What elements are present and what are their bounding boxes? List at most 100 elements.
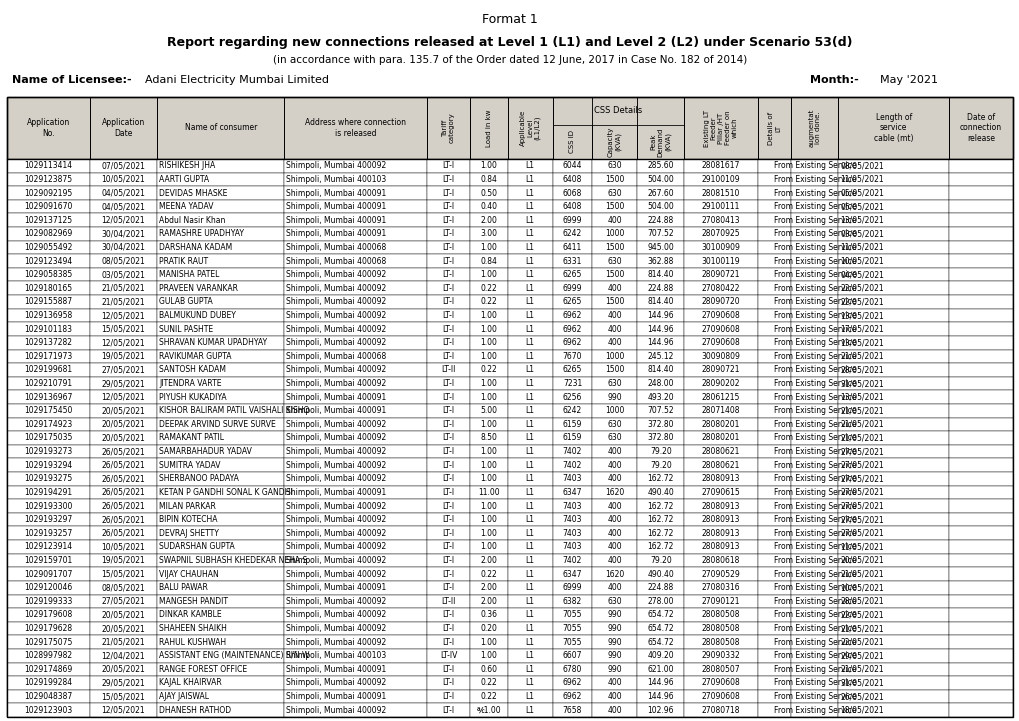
Bar [949,690,1012,704]
Text: Capacity
(KVA): Capacity (KVA) [607,127,621,157]
Text: May '2021: May '2021 [879,75,937,85]
Text: 6068: 6068 [562,188,582,198]
Bar [507,255,552,268]
Text: LT-I: LT-I [442,637,454,647]
Text: 6607: 6607 [562,651,582,660]
Bar [949,635,1012,649]
Bar [470,309,507,322]
Text: From Existing Service: From Existing Service [772,352,855,360]
Text: 7670: 7670 [562,352,582,360]
Bar [791,445,838,459]
Bar [284,390,427,404]
Text: LT-I: LT-I [442,338,454,348]
Text: 27080718: 27080718 [701,706,740,715]
Bar [757,690,791,704]
Bar [470,459,507,472]
Text: PIYUSH KUKADIYA: PIYUSH KUKADIYA [159,393,226,402]
Bar [284,526,427,540]
Text: 28061215: 28061215 [701,393,740,402]
Bar [507,581,552,595]
Text: 1.00: 1.00 [480,162,497,170]
Bar [949,608,1012,622]
Text: From Existing Service: From Existing Service [772,597,855,606]
Bar [949,268,1012,281]
Bar [684,567,757,581]
Bar [838,663,949,676]
Text: LT-I: LT-I [442,461,454,469]
Bar [949,404,1012,417]
Text: 1500: 1500 [604,297,624,306]
Bar [157,581,284,595]
Text: 7403: 7403 [562,474,582,483]
Bar [90,350,157,363]
Bar [757,704,791,717]
Text: From Existing Service: From Existing Service [772,175,855,184]
Text: 0.22: 0.22 [480,570,496,578]
Text: DEVIDAS MHASKE: DEVIDAS MHASKE [159,188,227,198]
Bar [757,309,791,322]
Bar [757,649,791,663]
Bar [949,322,1012,336]
Text: 28080913: 28080913 [701,542,740,552]
Bar [7,241,90,255]
Text: From Existing Service: From Existing Service [772,379,855,388]
Text: LT-I: LT-I [442,556,454,565]
Text: From Existing Service: From Existing Service [772,516,855,524]
Bar [90,663,157,676]
Text: 1029199333: 1029199333 [24,597,72,606]
Bar [157,554,284,567]
Bar [757,554,791,567]
Bar [592,540,637,554]
Text: 144.96: 144.96 [647,692,674,701]
Bar [838,227,949,241]
Bar [427,227,470,241]
Bar [284,513,427,526]
Bar [284,540,427,554]
Bar [507,213,552,227]
Bar [90,363,157,377]
Bar [427,377,470,390]
Text: 21/05/2021: 21/05/2021 [840,433,883,443]
Text: 621.00: 621.00 [647,665,674,674]
Text: 400: 400 [607,516,622,524]
Bar [470,268,507,281]
Bar [637,97,684,159]
Text: KAJAL KHAIRVAR: KAJAL KHAIRVAR [159,678,222,688]
Text: 1029092195: 1029092195 [24,188,72,198]
Text: From Existing Service: From Existing Service [772,706,855,715]
Bar [949,554,1012,567]
Bar [470,241,507,255]
Bar [684,581,757,595]
Bar [427,281,470,295]
Text: 08/05/2021: 08/05/2021 [102,583,145,592]
Bar [791,431,838,445]
Bar [7,690,90,704]
Text: LT-I: LT-I [442,692,454,701]
Bar [427,526,470,540]
Bar [637,595,684,608]
Text: 28080913: 28080913 [701,474,740,483]
Text: 12/04/2021: 12/04/2021 [102,651,145,660]
Bar [791,540,838,554]
Bar [507,622,552,635]
Bar [838,704,949,717]
Text: 29100111: 29100111 [701,202,740,211]
Bar [284,363,427,377]
Bar [949,390,1012,404]
Bar [838,690,949,704]
Bar [791,526,838,540]
Text: 1.00: 1.00 [480,637,497,647]
Text: LT-I: LT-I [442,379,454,388]
Bar [157,431,284,445]
Bar [838,309,949,322]
Bar [284,404,427,417]
Bar [157,540,284,554]
Text: 1000: 1000 [604,352,624,360]
Bar [757,622,791,635]
Text: 12/05/2021: 12/05/2021 [102,393,145,402]
Bar [90,309,157,322]
Text: LT-I: LT-I [442,433,454,443]
Text: 6265: 6265 [562,270,582,279]
Text: LT-I: LT-I [442,502,454,510]
Text: 21/05/2021: 21/05/2021 [840,406,883,415]
